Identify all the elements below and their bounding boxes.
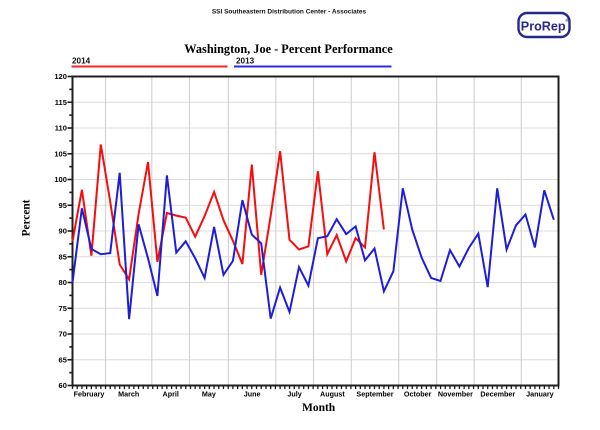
svg-text:110: 110: [55, 124, 67, 133]
svg-text:85: 85: [59, 252, 67, 261]
svg-text:July: July: [287, 389, 301, 398]
svg-text:Percent: Percent: [20, 199, 32, 236]
svg-text:105: 105: [54, 149, 67, 158]
svg-text:60: 60: [59, 381, 67, 390]
svg-text:70: 70: [59, 330, 67, 339]
svg-text:November: November: [438, 389, 473, 398]
svg-text:90: 90: [59, 227, 67, 236]
svg-text:80: 80: [59, 278, 67, 287]
svg-text:®: ®: [565, 17, 569, 23]
svg-text:75: 75: [59, 304, 67, 313]
svg-text:September: September: [356, 389, 393, 398]
svg-text:March: March: [118, 389, 139, 398]
svg-text:120: 120: [54, 72, 67, 81]
svg-text:February: February: [74, 389, 105, 398]
svg-text:January: January: [526, 389, 554, 398]
svg-text:ProRep: ProRep: [521, 19, 566, 33]
svg-text:December: December: [480, 389, 515, 398]
svg-text:August: August: [320, 389, 345, 398]
svg-text:Month: Month: [302, 402, 336, 414]
svg-text:October: October: [404, 389, 432, 398]
svg-text:April: April: [163, 389, 179, 398]
svg-text:100: 100: [54, 175, 67, 184]
svg-text:95: 95: [59, 201, 67, 210]
svg-text:65: 65: [59, 355, 67, 364]
svg-text:May: May: [202, 389, 216, 398]
svg-text:2013: 2013: [236, 57, 255, 66]
svg-text:2014: 2014: [72, 57, 91, 66]
svg-text:June: June: [244, 389, 261, 398]
svg-text:Washington, Joe - Percent Perf: Washington, Joe - Percent Performance: [184, 42, 393, 56]
svg-text:115: 115: [55, 98, 67, 107]
svg-text:SSI Southeastern Distribution: SSI Southeastern Distribution Center - A…: [212, 9, 367, 16]
